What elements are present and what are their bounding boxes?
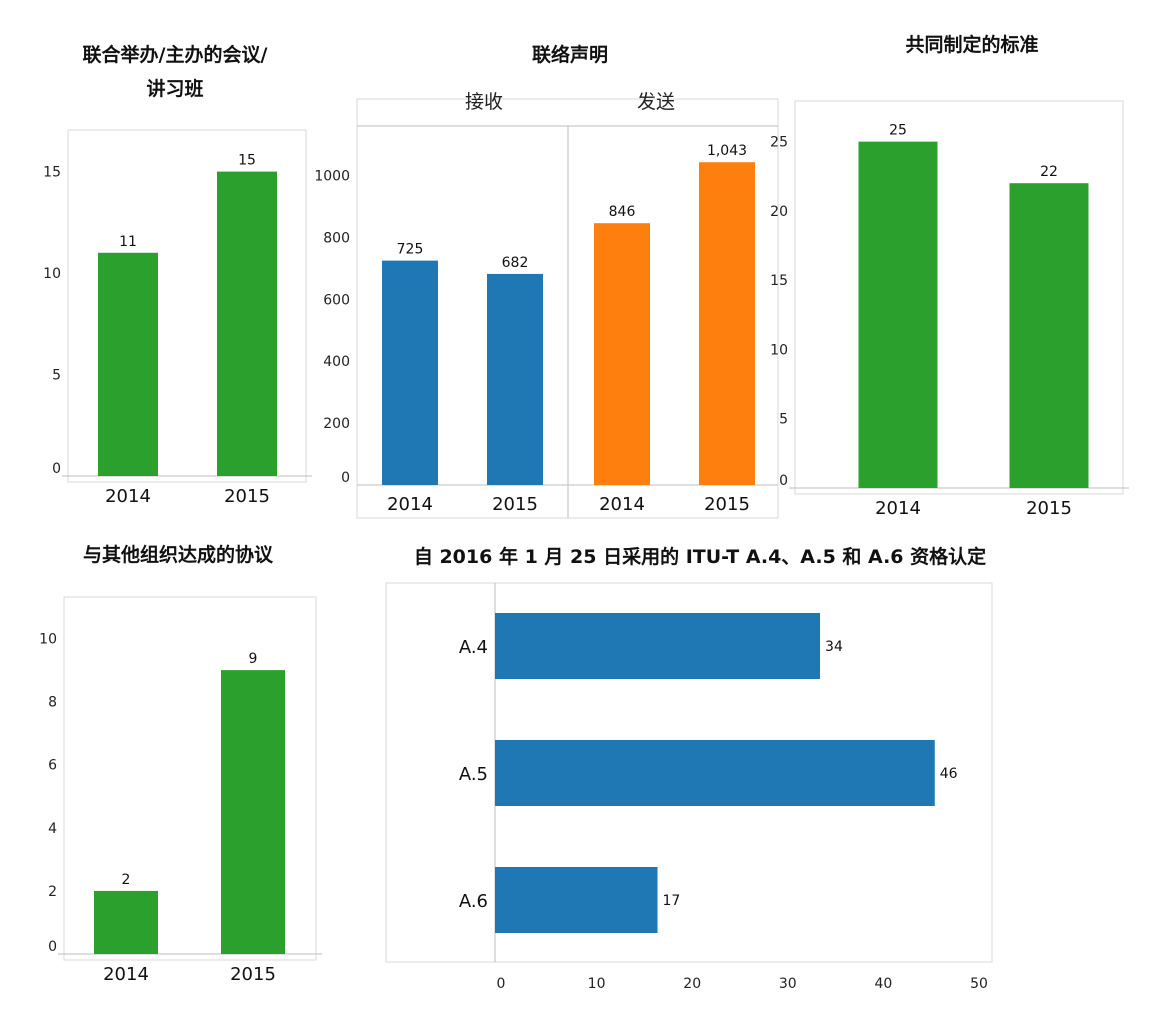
y-tick-label: 2 xyxy=(48,884,57,900)
x-tick-label: 40 xyxy=(874,976,892,992)
category-label: 2014 xyxy=(105,486,151,507)
category-label: 2014 xyxy=(103,964,149,985)
category-label: 2015 xyxy=(492,494,538,515)
bar xyxy=(495,740,935,806)
y-tick-label: 5 xyxy=(52,368,61,384)
bar xyxy=(495,867,658,933)
y-tick-label: 0 xyxy=(48,939,57,955)
bar xyxy=(221,670,285,954)
x-tick-label: 50 xyxy=(970,976,988,992)
bar xyxy=(94,890,158,954)
y-tick-label: 800 xyxy=(323,230,350,246)
y-tick-label: 0 xyxy=(341,470,350,486)
data-label: 846 xyxy=(609,204,636,220)
chart-title: 与其他组织达成的协议 xyxy=(83,543,274,566)
y-tick-label: 200 xyxy=(323,416,350,432)
category-label: 2015 xyxy=(704,494,750,515)
y-tick-label: 0 xyxy=(779,473,788,489)
plot-frame xyxy=(385,582,993,963)
bar xyxy=(217,171,277,476)
y-tick-label: 20 xyxy=(770,204,788,220)
plot-frame xyxy=(63,596,317,961)
chart-title: 讲习班 xyxy=(146,77,203,100)
y-tick-label: 10 xyxy=(770,342,788,358)
bar xyxy=(98,252,158,476)
y-tick-label: 6 xyxy=(48,758,57,774)
x-tick-label: 10 xyxy=(588,976,606,992)
bar xyxy=(594,223,650,485)
y-tick-label: 600 xyxy=(323,292,350,308)
panel-header: 接收 xyxy=(465,91,503,113)
y-tick-label: 5 xyxy=(779,412,788,428)
y-tick-label: 15 xyxy=(43,165,61,181)
data-label: 11 xyxy=(119,234,137,250)
plot-frame xyxy=(67,129,307,483)
category-label: A.6 xyxy=(459,891,488,912)
data-label: 1,043 xyxy=(707,143,747,159)
bar xyxy=(1009,183,1089,488)
data-label: 25 xyxy=(889,123,907,139)
chart-title: 自 2016 年 1 月 25 日采用的 ITU-T A.4、A.5 和 A.6… xyxy=(414,545,986,568)
y-tick-label: 10 xyxy=(43,266,61,282)
y-tick-label: 10 xyxy=(39,632,57,648)
chart-title: 联络声明 xyxy=(532,43,608,66)
category-label: 2015 xyxy=(1026,498,1072,519)
y-tick-label: 8 xyxy=(48,695,57,711)
data-label: 22 xyxy=(1040,164,1058,180)
x-tick-label: 30 xyxy=(779,976,797,992)
x-tick-label: 0 xyxy=(497,976,506,992)
bar xyxy=(858,141,938,489)
y-tick-label: 4 xyxy=(48,821,57,837)
bar xyxy=(487,273,543,485)
y-tick-label: 400 xyxy=(323,354,350,370)
panel-header: 发送 xyxy=(637,91,675,113)
bar xyxy=(495,613,821,679)
data-label: 15 xyxy=(238,153,256,169)
y-tick-label: 15 xyxy=(770,273,788,289)
category-label: 2015 xyxy=(230,964,276,985)
bar xyxy=(382,260,438,485)
category-label: 2014 xyxy=(875,498,921,519)
data-label: 725 xyxy=(397,242,424,258)
data-label: 9 xyxy=(249,651,258,667)
y-tick-label: 1000 xyxy=(314,169,350,185)
bar xyxy=(699,162,755,486)
chart-title: 共同制定的标准 xyxy=(905,33,1038,56)
data-label: 34 xyxy=(825,639,843,655)
category-label: A.5 xyxy=(459,764,488,785)
category-label: 2015 xyxy=(224,486,270,507)
plot-frame xyxy=(794,100,1124,495)
data-label: 682 xyxy=(502,255,529,271)
category-label: 2014 xyxy=(387,494,433,515)
x-tick-label: 20 xyxy=(683,976,701,992)
y-tick-label: 25 xyxy=(770,135,788,151)
y-tick-label: 0 xyxy=(52,461,61,477)
category-label: 2014 xyxy=(599,494,645,515)
chart-title: 联合举办/主办的会议/ xyxy=(83,43,268,66)
data-label: 2 xyxy=(122,872,131,888)
data-label: 17 xyxy=(663,893,681,909)
category-label: A.4 xyxy=(459,637,488,658)
data-label: 46 xyxy=(940,766,958,782)
